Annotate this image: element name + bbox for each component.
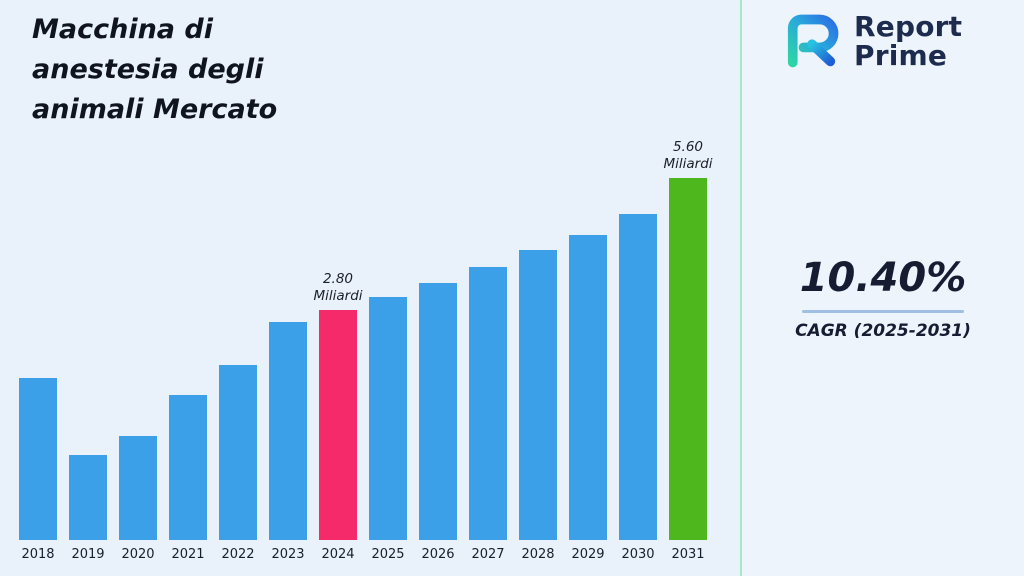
cagr-label: CAGR (2025-2031) xyxy=(795,321,971,341)
bar-annotation: 2.80 Miliardi xyxy=(313,271,362,305)
cagr-value: 10.40% xyxy=(799,255,967,301)
bar xyxy=(469,267,507,540)
bar-annotation: 5.60 Miliardi xyxy=(663,139,712,173)
bar xyxy=(369,297,407,540)
bar xyxy=(119,436,157,540)
bar xyxy=(19,378,57,540)
bar xyxy=(69,455,107,540)
panel-divider xyxy=(740,0,742,576)
logo-text-prime: Prime xyxy=(854,39,948,72)
bar-group: 2018 xyxy=(19,378,57,562)
bar xyxy=(569,235,607,540)
x-axis-label: 2019 xyxy=(71,547,105,562)
bar-group: 2019 xyxy=(69,455,107,562)
bar-group: 2030 xyxy=(619,214,657,562)
bar-annotation-unit: Miliardi xyxy=(663,156,713,173)
cagr-underline xyxy=(802,310,964,313)
bar-annotation-value: 2.80 xyxy=(322,271,354,288)
logo-text-report: Report xyxy=(854,10,963,43)
bar xyxy=(519,250,557,540)
chart-title-line1: Macchina di xyxy=(32,14,213,45)
bar xyxy=(619,214,657,540)
bar xyxy=(219,365,257,540)
bar-group: 2.80 Miliardi 2024 xyxy=(313,271,362,562)
x-axis-label: 2031 xyxy=(671,547,705,562)
x-axis-label: 2025 xyxy=(371,547,405,562)
bar-group: 2022 xyxy=(219,365,257,562)
x-axis-label: 2028 xyxy=(521,547,555,562)
bar-group: 2023 xyxy=(269,322,307,562)
x-axis-label: 2026 xyxy=(421,547,455,562)
chart-title: Macchina di anestesia degli animali Merc… xyxy=(32,10,277,130)
chart-title-line3: animali Mercato xyxy=(32,94,278,125)
bar xyxy=(319,310,357,540)
x-axis-label: 2022 xyxy=(221,547,255,562)
bar-chart: 2018 2019 2020 2021 2022 2023 2.80 Milia… xyxy=(19,130,713,562)
bar-annotation-unit: Miliardi xyxy=(313,288,363,305)
bar-group: 2028 xyxy=(519,250,557,562)
cagr-block: 10.40% CAGR (2025-2031) xyxy=(742,255,1024,341)
x-axis-label: 2020 xyxy=(121,547,155,562)
x-axis-label: 2021 xyxy=(171,547,205,562)
chart-title-line2: anestesia degli xyxy=(32,54,264,85)
bar-annotation-value: 5.60 xyxy=(672,139,704,156)
bar xyxy=(419,283,457,540)
x-axis-label: 2018 xyxy=(21,547,55,562)
bar xyxy=(169,395,207,540)
stats-panel: Report Prime 10.40% CAGR (2025-2031) xyxy=(742,0,1024,576)
reportprime-logo-text: Report Prime xyxy=(854,12,962,70)
x-axis-label: 2023 xyxy=(271,547,305,562)
bar-group: 2021 xyxy=(169,395,207,562)
bar-group: 5.60 Miliardi 2031 xyxy=(663,139,712,562)
x-axis-label: 2029 xyxy=(571,547,605,562)
x-axis-label: 2024 xyxy=(321,547,355,562)
reportprime-logo-icon xyxy=(787,14,839,68)
bar xyxy=(669,178,707,540)
bar-group: 2025 xyxy=(369,297,407,562)
bar-group: 2026 xyxy=(419,283,457,562)
bar-group: 2029 xyxy=(569,235,607,562)
x-axis-label: 2030 xyxy=(621,547,655,562)
bar-group: 2020 xyxy=(119,436,157,562)
reportprime-logo: Report Prime xyxy=(778,12,962,70)
x-axis-label: 2027 xyxy=(471,547,505,562)
bar xyxy=(269,322,307,540)
bar-group: 2027 xyxy=(469,267,507,562)
